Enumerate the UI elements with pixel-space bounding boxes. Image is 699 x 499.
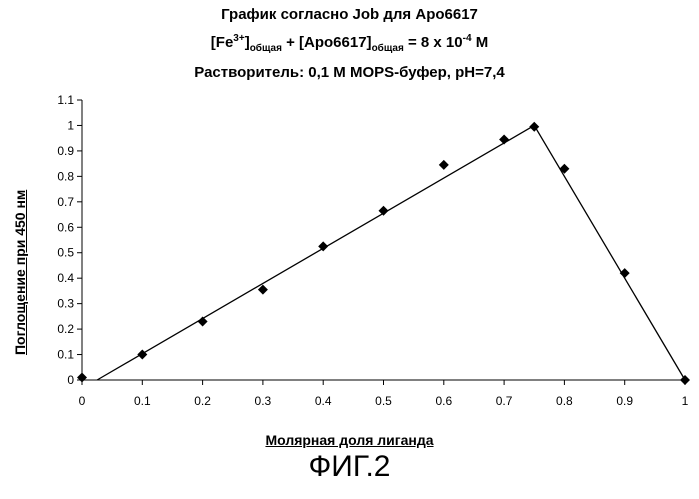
data-point bbox=[680, 375, 690, 385]
x-tick-label: 0.5 bbox=[375, 394, 392, 408]
y-tick-label: 1.1 bbox=[57, 93, 74, 107]
figure-label: ФИГ.2 bbox=[0, 450, 699, 484]
data-point bbox=[77, 372, 87, 382]
data-point bbox=[620, 268, 630, 278]
y-tick-label: 0.1 bbox=[57, 348, 74, 362]
x-tick-label: 0.2 bbox=[194, 394, 211, 408]
x-tick-label: 0.3 bbox=[255, 394, 272, 408]
x-axis-label: Молярная доля лиганда bbox=[0, 432, 699, 448]
x-tick-label: 0.1 bbox=[134, 394, 151, 408]
x-tick-label: 1 bbox=[682, 394, 689, 408]
x-tick-label: 0 bbox=[79, 394, 86, 408]
data-point bbox=[559, 164, 569, 174]
fit-line bbox=[97, 125, 534, 380]
x-tick-label: 0.4 bbox=[315, 394, 332, 408]
y-tick-label: 0.9 bbox=[57, 144, 74, 158]
y-tick-label: 0 bbox=[67, 373, 74, 387]
x-tick-label: 0.8 bbox=[556, 394, 573, 408]
y-tick-label: 0.6 bbox=[57, 220, 74, 234]
data-point bbox=[499, 134, 509, 144]
y-tick-label: 0.2 bbox=[57, 322, 74, 336]
y-tick-label: 0.4 bbox=[57, 271, 74, 285]
y-tick-label: 0.7 bbox=[57, 195, 74, 209]
y-tick-label: 0.5 bbox=[57, 246, 74, 260]
fit-line bbox=[534, 125, 685, 380]
y-tick-label: 0.3 bbox=[57, 297, 74, 311]
y-axis-label: Поглощение при 450 нм bbox=[12, 190, 28, 355]
y-tick-label: 1 bbox=[67, 118, 74, 132]
data-point bbox=[198, 316, 208, 326]
x-tick-label: 0.7 bbox=[496, 394, 513, 408]
y-tick-label: 0.8 bbox=[57, 169, 74, 183]
data-point bbox=[379, 206, 389, 216]
x-tick-label: 0.6 bbox=[435, 394, 452, 408]
x-tick-label: 0.9 bbox=[616, 394, 633, 408]
data-point bbox=[439, 160, 449, 170]
